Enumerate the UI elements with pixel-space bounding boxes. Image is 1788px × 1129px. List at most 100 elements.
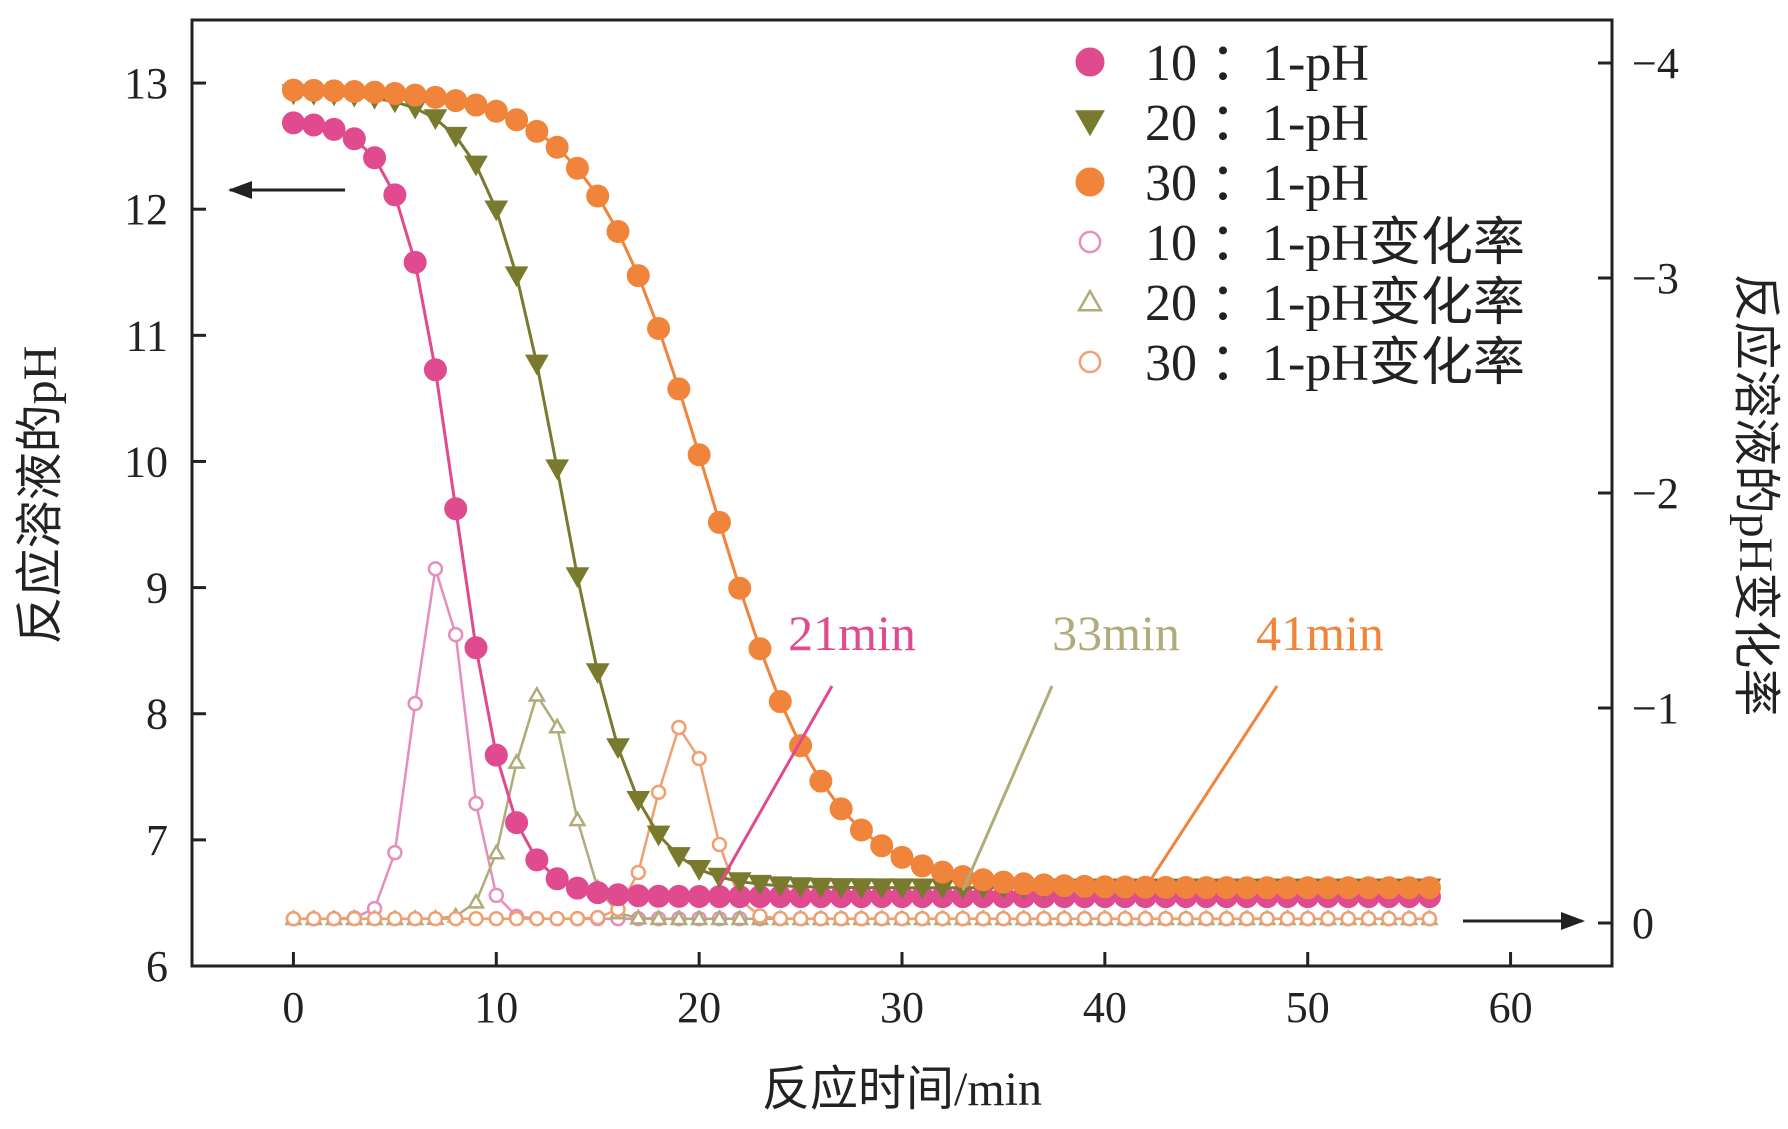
series-point xyxy=(995,910,1012,927)
series-point xyxy=(464,636,488,660)
left-axis-arrow-head xyxy=(228,181,252,199)
series-point xyxy=(768,876,793,898)
series-point xyxy=(545,459,570,481)
series-point xyxy=(423,109,448,131)
y-axis-right-title: 反应溶液的pH变化率 xyxy=(1729,274,1782,717)
series-point xyxy=(383,183,407,207)
series-point xyxy=(1174,876,1198,900)
series-point xyxy=(322,117,346,141)
series-point xyxy=(447,910,464,927)
series-point xyxy=(606,738,630,759)
series-point xyxy=(565,567,590,588)
series-point xyxy=(808,877,833,899)
series-point xyxy=(975,910,991,927)
series-point xyxy=(387,844,403,861)
series-point xyxy=(524,354,549,376)
y-axis-left-title: 反应溶液的pH xyxy=(14,346,67,645)
series-point xyxy=(322,79,346,103)
series-point xyxy=(487,843,506,860)
series-point xyxy=(484,200,509,222)
series-point xyxy=(934,910,951,927)
series-point xyxy=(468,795,484,812)
series-point xyxy=(1036,910,1052,927)
series-2 xyxy=(281,78,1441,900)
series-point xyxy=(565,156,589,180)
series-point xyxy=(890,878,914,900)
series-point xyxy=(585,663,610,684)
series-point xyxy=(1417,876,1441,900)
y-left-tick-label: 9 xyxy=(146,564,168,613)
series-point xyxy=(407,695,423,712)
series-point xyxy=(427,561,444,577)
series-point xyxy=(569,910,586,927)
series-point xyxy=(326,910,342,927)
legend-label: 20 ：1-pH变化率 xyxy=(1145,275,1525,332)
series-point xyxy=(529,910,545,927)
series-point xyxy=(849,878,874,900)
series-point xyxy=(443,126,468,148)
series-point xyxy=(687,885,711,909)
series-point xyxy=(1032,873,1056,897)
series-point xyxy=(1299,910,1316,927)
series-point xyxy=(894,910,910,927)
series-point xyxy=(342,79,366,103)
series-point xyxy=(366,910,383,927)
legend-marker xyxy=(1075,47,1105,77)
y-right-tick-label: −1 xyxy=(1632,684,1679,733)
series-point xyxy=(505,108,529,132)
series-point xyxy=(666,847,691,868)
series-point xyxy=(1316,876,1340,900)
series-point xyxy=(1012,872,1036,896)
series-point xyxy=(890,845,914,869)
series-point xyxy=(1336,876,1360,900)
series-point xyxy=(689,909,709,926)
legend-marker xyxy=(1078,230,1102,254)
series-point xyxy=(728,576,752,600)
series-point xyxy=(423,358,447,382)
series-point xyxy=(626,791,651,812)
annotation-label: 21min xyxy=(788,605,916,661)
annotation-leader xyxy=(1144,685,1279,889)
series-point xyxy=(752,908,768,924)
series-point xyxy=(1073,874,1097,898)
series-point xyxy=(1215,876,1239,900)
y-right-tick-label: −4 xyxy=(1632,39,1679,88)
x-tick-label: 30 xyxy=(880,983,924,1032)
series-point xyxy=(568,810,587,827)
series-point xyxy=(626,884,650,908)
series-point xyxy=(1239,910,1255,927)
plot-frame xyxy=(190,18,1614,968)
annotation-label: 33min xyxy=(1052,605,1180,661)
series-point xyxy=(991,870,1015,894)
series-point xyxy=(427,910,444,927)
series-point xyxy=(606,219,630,243)
series-point xyxy=(504,266,529,288)
series-point xyxy=(444,497,468,521)
series-point xyxy=(407,910,423,927)
series-point xyxy=(748,874,772,896)
series-point xyxy=(727,872,752,894)
series-point xyxy=(484,743,508,767)
series-point xyxy=(646,825,671,847)
series-point xyxy=(647,884,671,908)
series-point xyxy=(1377,876,1401,900)
series-point xyxy=(508,910,525,927)
series-point xyxy=(547,717,567,734)
series-point xyxy=(281,78,305,102)
legend-label: 10 ：1-pH变化率 xyxy=(1145,215,1525,272)
series-point xyxy=(403,83,427,107)
y-left-tick-label: 13 xyxy=(124,59,168,108)
series-point xyxy=(606,883,630,907)
series-point xyxy=(1154,875,1178,899)
series-point xyxy=(1340,910,1357,927)
series-point xyxy=(629,908,648,925)
series-point xyxy=(466,892,486,909)
series-point xyxy=(403,250,427,274)
series-point xyxy=(1137,910,1154,927)
series-point xyxy=(626,264,650,288)
series-point xyxy=(710,909,729,926)
series-point xyxy=(748,637,772,661)
series-point xyxy=(870,834,894,858)
annotation-label: 41min xyxy=(1256,605,1384,661)
